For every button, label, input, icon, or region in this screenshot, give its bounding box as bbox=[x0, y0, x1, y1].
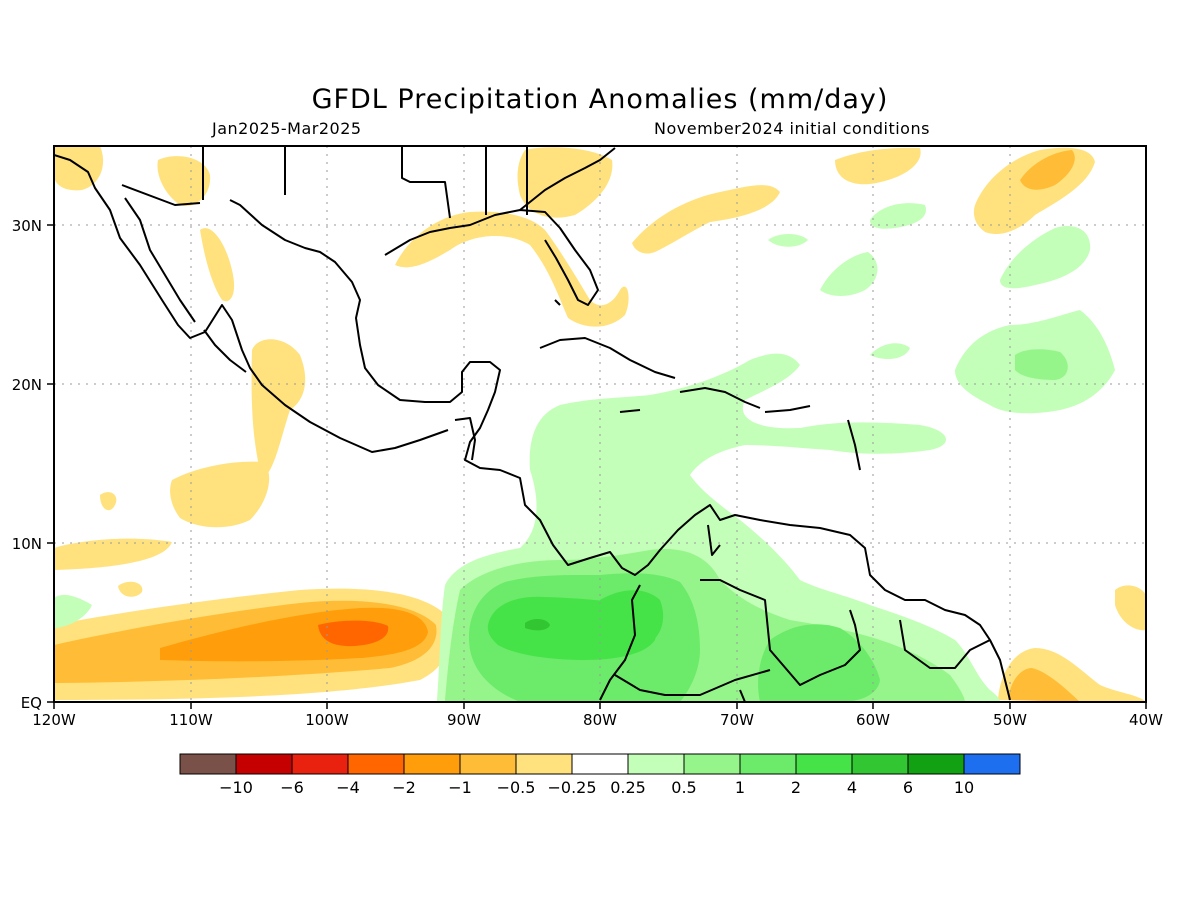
colorbar-label: 10 bbox=[954, 778, 974, 797]
wet-anomaly-shading bbox=[870, 343, 910, 360]
colorbar-swatch bbox=[795, 753, 853, 775]
colorbar-swatch bbox=[403, 753, 461, 775]
dry-anomaly-shading bbox=[973, 147, 1095, 235]
colorbar-swatch bbox=[963, 753, 1021, 775]
map-title: GFDL Precipitation Anomalies (mm/day) bbox=[311, 84, 889, 115]
colorbar-label: −4 bbox=[336, 778, 360, 797]
lon-label: 70W bbox=[720, 711, 754, 729]
colorbar-swatch bbox=[907, 753, 965, 775]
dry-anomaly-shading bbox=[318, 620, 389, 647]
colorbar-swatch bbox=[515, 753, 573, 775]
colorbar-label: 2 bbox=[791, 778, 801, 797]
wet-anomaly-shading bbox=[525, 619, 550, 631]
dry-anomaly-shading bbox=[517, 147, 613, 218]
wet-anomaly-shading bbox=[1015, 349, 1068, 380]
colorbar-swatch bbox=[235, 753, 293, 775]
colorbar-label: 4 bbox=[847, 778, 857, 797]
colorbar-swatch bbox=[571, 753, 629, 775]
dry-anomaly-shading bbox=[54, 538, 172, 570]
initial-conditions-label: November2024 initial conditions bbox=[654, 119, 930, 138]
lon-label: 50W bbox=[993, 711, 1027, 729]
colorbar-label: 1 bbox=[735, 778, 745, 797]
lon-label: 60W bbox=[856, 711, 890, 729]
wet-anomaly-shading bbox=[758, 624, 880, 702]
lon-label: 40W bbox=[1129, 711, 1163, 729]
dry-anomaly-shading bbox=[251, 339, 306, 480]
lon-label: 110W bbox=[169, 711, 213, 729]
wet-anomaly-shading bbox=[1000, 226, 1091, 289]
lat-label: 20N bbox=[12, 376, 42, 394]
dry-anomaly-shading bbox=[54, 146, 104, 191]
colorbar: −10 −6 −4 −2 −1 −0.5 −0.25 0.25 0.5 1 2 4 6 10 bbox=[179, 753, 1021, 797]
wet-anomaly-shading bbox=[870, 203, 926, 229]
dry-anomaly-shading bbox=[1020, 150, 1075, 190]
colorbar-label: 0.5 bbox=[671, 778, 696, 797]
dry-anomaly-shading bbox=[1008, 668, 1080, 702]
colorbar-label: −0.25 bbox=[547, 778, 596, 797]
dry-anomaly-shading bbox=[835, 147, 921, 185]
colorbar-label: −1 bbox=[448, 778, 472, 797]
colorbar-swatch bbox=[291, 753, 349, 775]
wet-anomaly-shading bbox=[768, 234, 808, 247]
lon-label: 100W bbox=[305, 711, 349, 729]
dry-anomaly-shading bbox=[1115, 585, 1146, 631]
coastlines bbox=[54, 146, 1011, 702]
dry-anomaly-shading bbox=[100, 492, 117, 511]
colorbar-label: 0.25 bbox=[610, 778, 646, 797]
lon-label: 120W bbox=[32, 711, 76, 729]
wet-anomaly-shading bbox=[54, 594, 92, 628]
colorbar-swatch bbox=[683, 753, 741, 775]
dry-anomaly-shading bbox=[157, 156, 211, 206]
wet-anomaly-shading bbox=[820, 252, 878, 296]
colorbar-swatch bbox=[459, 753, 517, 775]
lat-label: 10N bbox=[12, 535, 42, 553]
dry-anomaly-shading bbox=[118, 581, 143, 597]
dry-anomaly-shading bbox=[200, 228, 235, 302]
lon-label: 80W bbox=[583, 711, 617, 729]
dry-anomaly-shading bbox=[632, 185, 780, 254]
colorbar-label: −2 bbox=[392, 778, 416, 797]
colorbar-label: 6 bbox=[903, 778, 913, 797]
colorbar-label: −10 bbox=[219, 778, 253, 797]
colorbar-label: −0.5 bbox=[497, 778, 536, 797]
lon-label: 90W bbox=[447, 711, 481, 729]
period-label: Jan2025-Mar2025 bbox=[212, 119, 362, 138]
colorbar-swatch bbox=[739, 753, 797, 775]
gridlines bbox=[54, 146, 1146, 702]
axis-ticks bbox=[47, 224, 1147, 709]
dry-anomaly-shading bbox=[170, 461, 270, 528]
colorbar-label: −6 bbox=[280, 778, 304, 797]
lat-label: 30N bbox=[12, 217, 42, 235]
wet-anomaly-shading bbox=[600, 590, 664, 645]
colorbar-swatch bbox=[851, 753, 909, 775]
anomaly-field bbox=[54, 146, 1146, 702]
colorbar-swatch bbox=[179, 753, 237, 775]
dry-anomaly-shading bbox=[395, 211, 629, 327]
colorbar-swatch bbox=[627, 753, 685, 775]
lat-label: EQ bbox=[21, 694, 42, 712]
colorbar-swatch bbox=[347, 753, 405, 775]
